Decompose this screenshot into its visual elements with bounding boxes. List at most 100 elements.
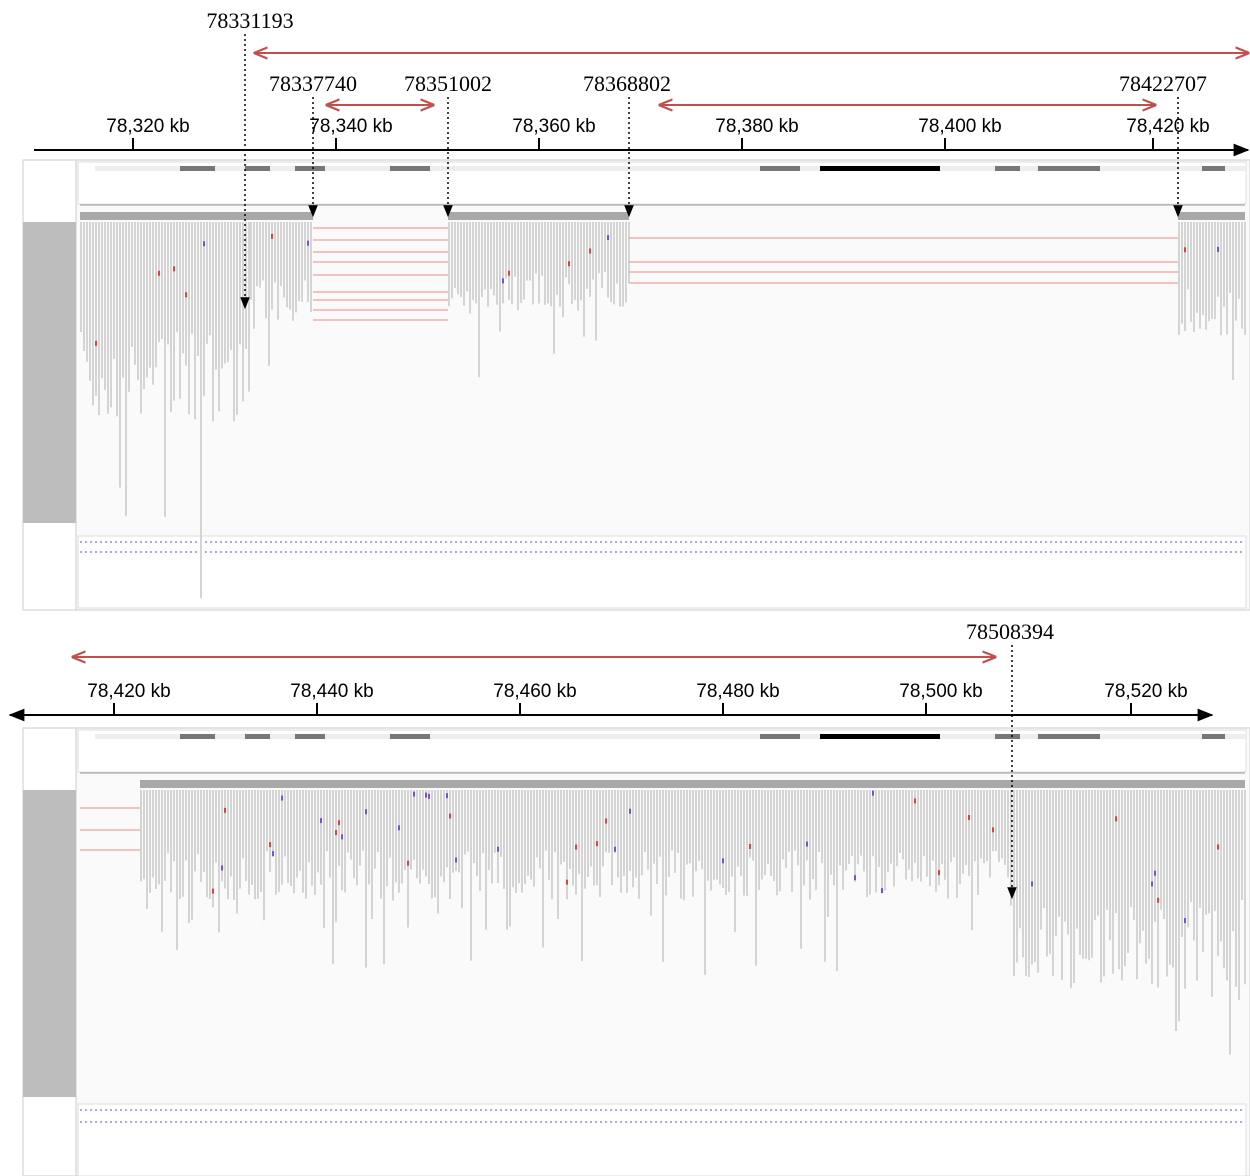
read-column [80,222,82,332]
cytoband [1202,166,1225,171]
read-column [568,222,570,284]
read-column [508,222,510,300]
read-column [386,790,388,886]
read-column [857,790,859,864]
read-column [992,790,994,851]
read-column [472,222,474,300]
read-column [860,790,862,856]
read-column [562,222,564,317]
read-column [551,790,553,899]
read-column [191,222,193,334]
read-column [538,222,540,304]
mismatch [881,888,883,893]
read-column [896,790,898,866]
read-column [478,222,480,377]
read-column [242,222,244,401]
read-column [638,790,640,899]
read-column [128,222,130,392]
read-column [614,790,616,853]
read-column [737,790,739,866]
read-column [1184,222,1186,331]
read-column [170,222,172,412]
read-column [371,790,373,919]
read-column [200,790,202,882]
read-column [962,790,964,874]
read-column [451,222,453,298]
read-column [1076,790,1078,929]
read-column [218,790,220,932]
read-column [899,790,901,853]
read-column [1238,790,1240,1000]
read-column [518,790,520,883]
axis-label: 78,340 kb [309,116,392,137]
read-column [317,790,319,872]
mismatch [425,793,427,798]
read-column [617,790,619,877]
read-column [650,790,652,916]
read-column [863,790,865,871]
read-column [680,790,682,899]
read-column [944,790,946,880]
mismatch [281,796,283,801]
read-column [206,790,208,897]
read-column [671,790,673,851]
read-column [1241,222,1243,329]
read-column [869,790,871,895]
read-column [1133,790,1135,920]
mismatch [1184,247,1186,252]
read-column [197,790,199,854]
mismatch [629,809,631,814]
read-column [1205,222,1207,330]
read-column [1205,790,1207,915]
read-column [410,790,412,870]
read-column [170,790,172,892]
read-column [947,790,949,898]
read-column [542,790,544,948]
read-column [644,790,646,852]
read-column [1190,222,1192,322]
axis-label: 78,400 kb [918,116,1001,137]
breakpoint-label: 78508394 [966,619,1054,644]
mismatch [449,814,451,819]
read-column [161,222,163,339]
read-column [224,222,226,364]
read-column [332,790,334,964]
read-column [398,790,400,893]
read-column [746,790,748,896]
read-column [815,790,817,890]
read-column [493,222,495,295]
read-column [554,790,556,852]
mismatch [575,845,577,850]
read-column [575,790,577,895]
mismatch [455,858,457,863]
read-column [107,222,109,414]
read-column [821,790,823,863]
read-column [1235,222,1237,321]
read-column [277,222,279,320]
read-column [152,222,154,385]
read-column [481,222,483,297]
read-column [1217,222,1219,297]
read-column [448,222,450,306]
mismatch [589,249,591,254]
read-column [812,790,814,879]
read-column [583,222,585,337]
read-column [509,790,511,926]
coverage [1010,780,1245,788]
read-column [490,222,492,289]
read-column [1244,790,1246,984]
read-column [1019,790,1021,928]
read-column [320,790,322,885]
read-column [248,222,250,392]
read-column [592,222,594,280]
read-column [95,222,97,396]
track-name-block [23,790,76,1097]
mismatch [158,271,160,276]
axis-label: 78,380 kb [715,116,798,137]
read-column [191,790,193,920]
read-column [953,790,955,857]
read-column [677,790,679,853]
axis-label: 78,420 kb [87,681,170,702]
read-column [629,790,631,871]
read-column [620,790,622,893]
